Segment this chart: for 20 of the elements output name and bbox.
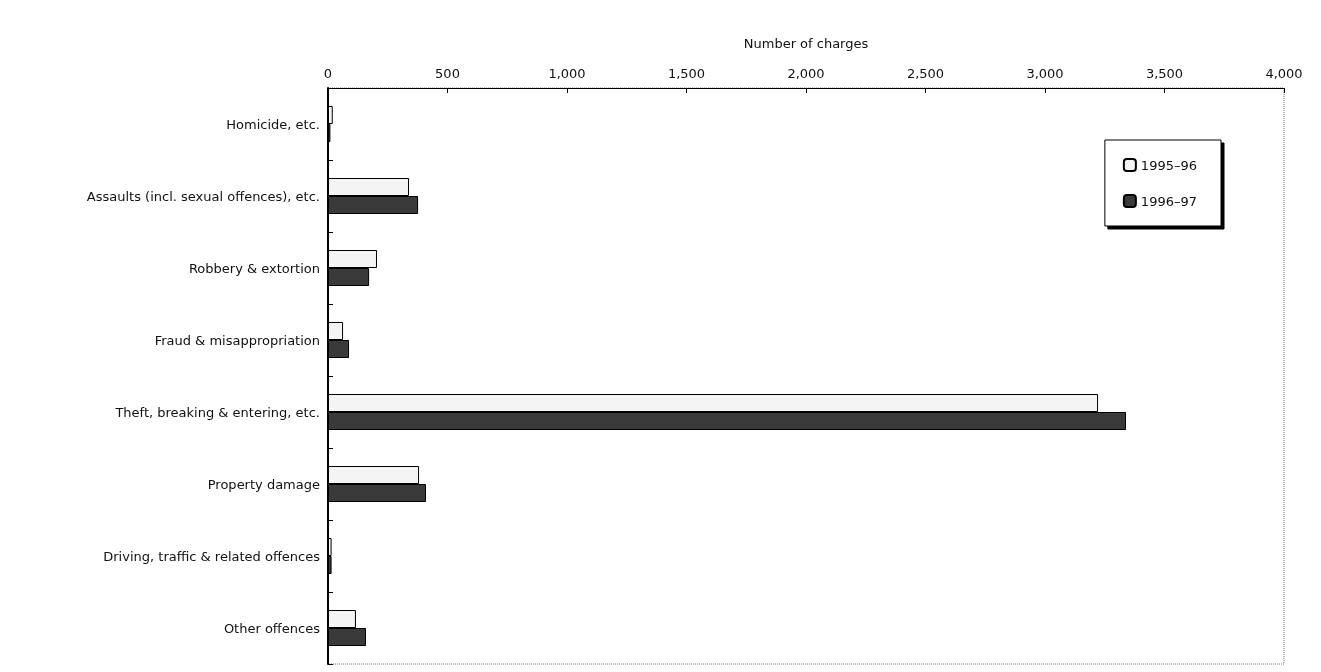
x-tick-label: 2,000 — [787, 66, 825, 81]
x-tick-label: 2,500 — [906, 66, 945, 81]
x-tick-label: 4,000 — [1265, 66, 1303, 81]
x-tick-label: 3,000 — [1026, 66, 1064, 81]
y-tick-label: Assaults (incl. sexual offences), etc. — [86, 188, 320, 204]
y-tick-label: Property damage — [207, 476, 320, 492]
x-tick-label: 0 — [323, 66, 333, 81]
y-tick-label: Other offences — [223, 620, 321, 636]
y-tick-label: Theft, breaking & entering, etc. — [114, 404, 320, 420]
y-tick-label: Fraud & misappropriation — [154, 332, 320, 348]
x-tick-label: 1,000 — [548, 66, 586, 81]
y-tick-label: Robbery & extortion — [188, 260, 320, 276]
x-axis-title: Number of charges — [743, 36, 869, 51]
x-tick-label: 1,500 — [667, 66, 706, 81]
y-tick-label: Driving, traffic & related offences — [103, 548, 321, 564]
legend-label: 1996–97 — [1140, 193, 1198, 209]
x-tick-label: 500 — [435, 66, 460, 81]
x-tick-label: 3,500 — [1145, 66, 1184, 81]
y-tick-label: Homicide, etc. — [226, 116, 320, 132]
legend-label: 1995–96 — [1140, 157, 1198, 173]
